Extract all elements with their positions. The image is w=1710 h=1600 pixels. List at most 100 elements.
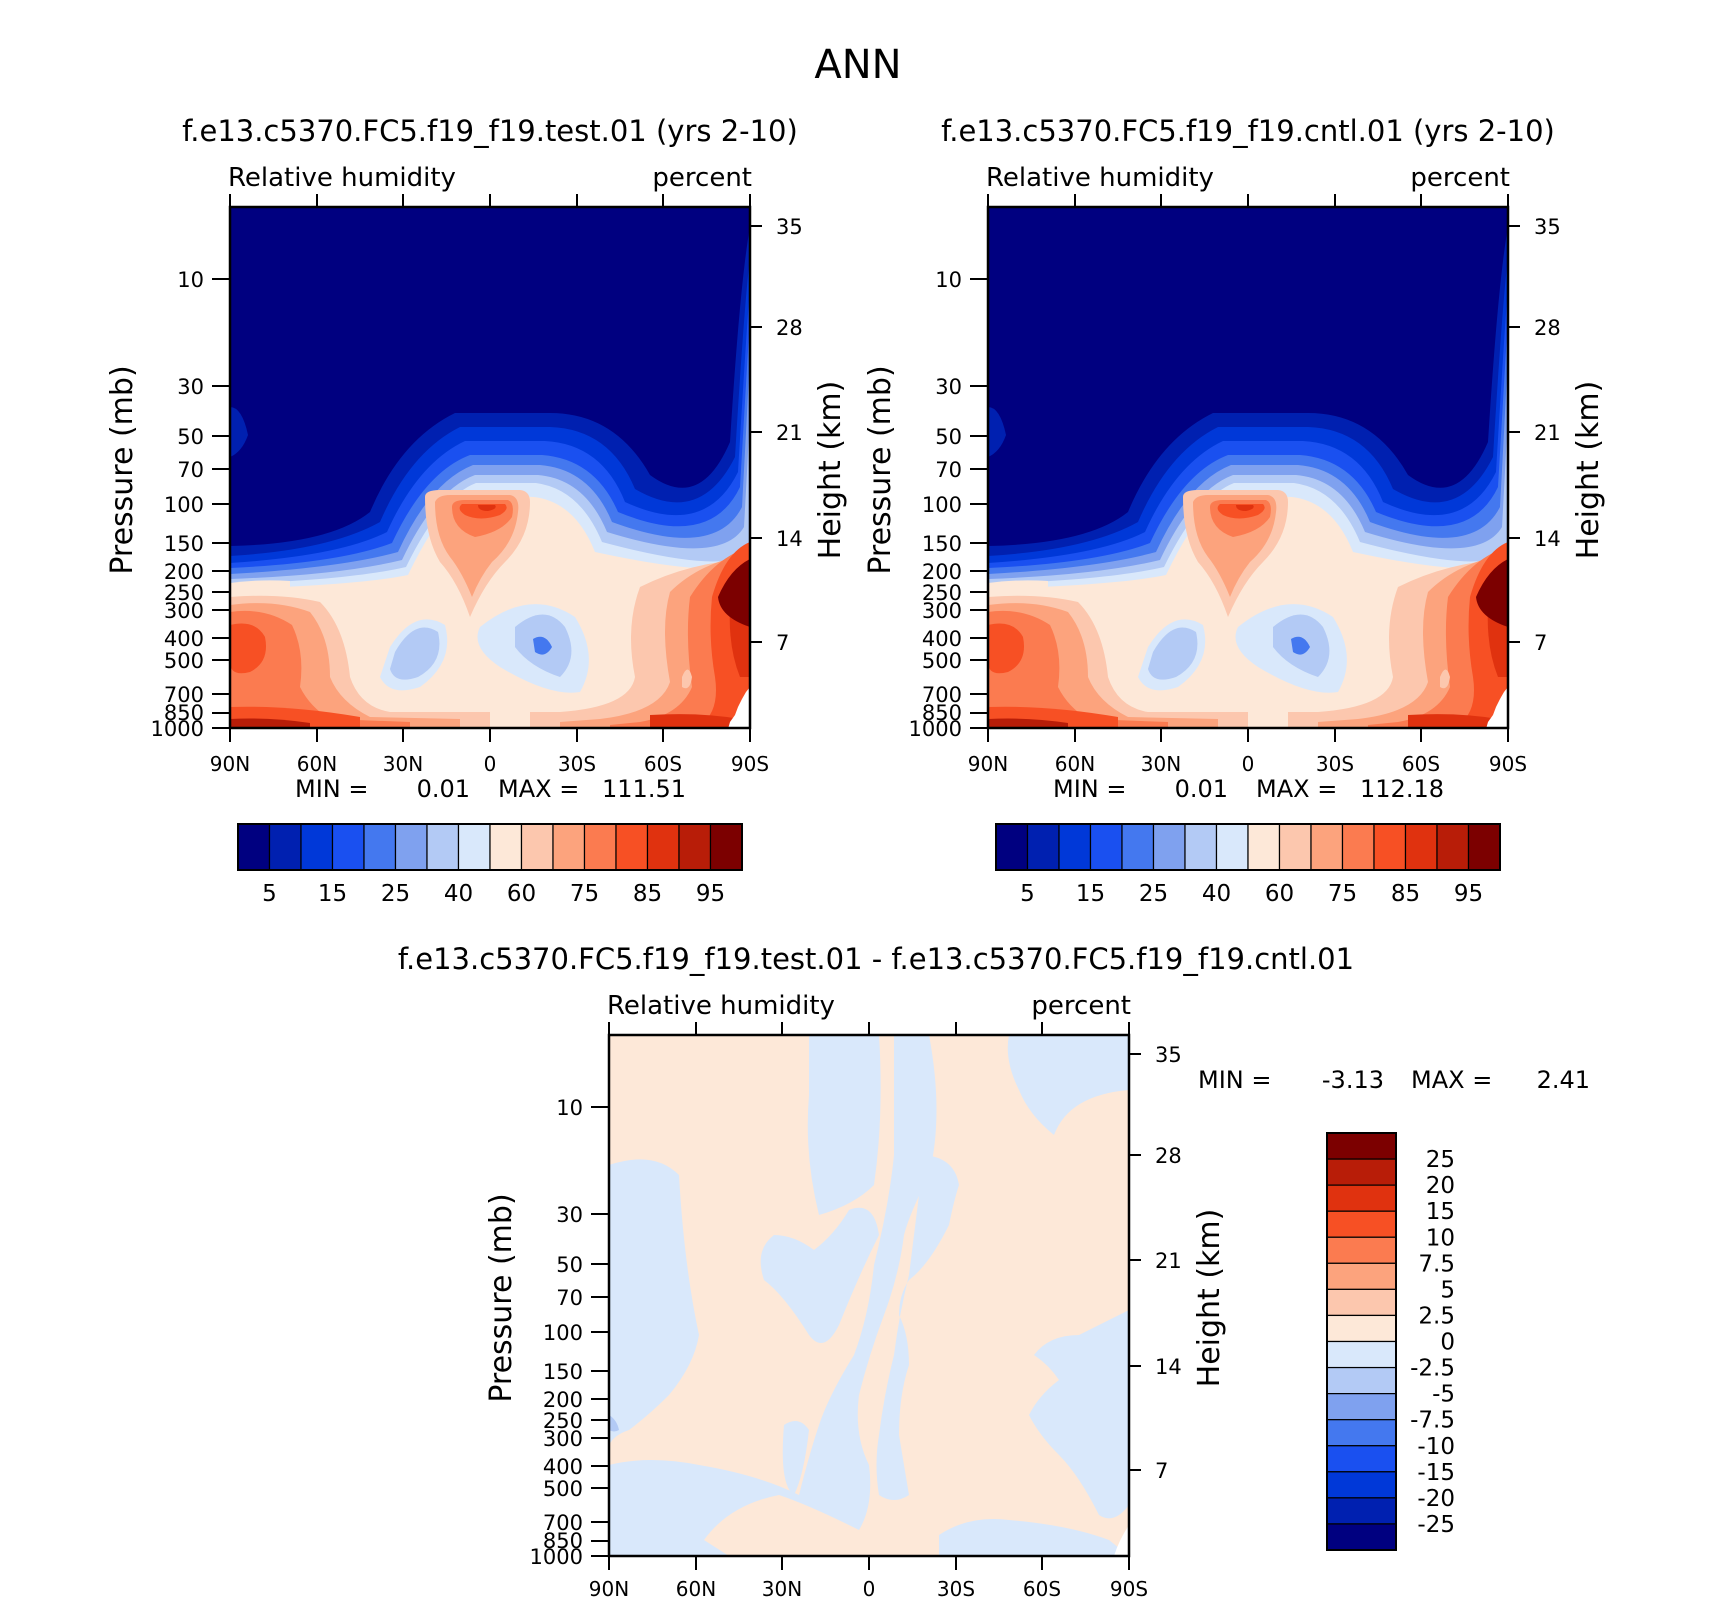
colorbar-label: 60 — [507, 881, 536, 907]
colorbar-swatch — [709, 823, 743, 871]
y-tick-label: 200 — [164, 560, 204, 584]
colorbar-swatch — [1341, 823, 1375, 871]
colorbar-swatch — [1326, 1445, 1397, 1473]
colorbar-label: 5 — [1440, 1277, 1455, 1303]
colorbar-label: -25 — [1417, 1512, 1455, 1538]
colorbar-label: 7.5 — [1418, 1251, 1455, 1277]
y-tick-label: 250 — [922, 581, 962, 605]
colorbar-label: 75 — [1328, 881, 1357, 907]
colorbar-swatch — [1326, 1393, 1397, 1421]
colorbar-label: 60 — [1265, 881, 1294, 907]
y-tick-label: 50 — [935, 425, 962, 449]
colorbar-swatch — [268, 823, 302, 871]
max-value-test: 111.51 — [602, 775, 686, 803]
y-tick-label: 300 — [543, 1427, 583, 1451]
colorbar-test: 5 15 25 40 60 75 85 95 — [237, 823, 743, 907]
y-tick-label: 100 — [164, 493, 204, 517]
contour-field-cntl — [988, 207, 1508, 728]
max-label-cntl: MAX = — [1256, 775, 1337, 803]
variable-label-test: Relative humidity — [228, 163, 456, 193]
colorbar-swatch — [1436, 823, 1470, 871]
colorbar-label: 15 — [1076, 881, 1105, 907]
right-axis-cntl: 35 28 21 14 7 Height (km) — [1508, 215, 1606, 655]
colorbar-swatch — [1326, 1314, 1397, 1343]
colorbar-swatch — [1326, 1419, 1397, 1447]
max-value-cntl: 112.18 — [1360, 775, 1444, 803]
colorbar-label: -2.5 — [1410, 1356, 1455, 1382]
colorbar-label: -5 — [1432, 1382, 1455, 1408]
x-axis-cntl: 90N 60N 30N 0 30S 60S 90S — [968, 194, 1527, 776]
colorbar-label: -20 — [1417, 1486, 1455, 1512]
y-tick-label: 1000 — [530, 1545, 583, 1569]
colorbar-swatch — [646, 823, 680, 871]
colorbar-label: 40 — [444, 881, 473, 907]
x-tick-label: 90S — [1489, 752, 1527, 776]
colorbar-frame — [995, 823, 1501, 871]
panel-cntl: f.e13.c5370.FC5.f19_f19.cntl.01 (yrs 2-1… — [863, 114, 1606, 907]
y-tick-label: 150 — [922, 532, 962, 556]
y2-tick-label: 28 — [1534, 316, 1561, 340]
colorbar-swatch — [1373, 823, 1407, 871]
y-tick-label: 70 — [177, 458, 204, 482]
colorbar-frame — [237, 823, 743, 871]
left-axis-cntl: 10 30 50 70 100 150 200 250 300 400 500 … — [863, 268, 988, 741]
x-tick-label: 0 — [1242, 752, 1255, 776]
colorbar-label: 95 — [1454, 881, 1483, 907]
colorbar-swatch — [1326, 1523, 1397, 1551]
x-tick-label: 60S — [1023, 1577, 1061, 1600]
colorbar-swatch — [583, 823, 617, 871]
x-tick-label: 30S — [558, 752, 596, 776]
y2-tick-label: 21 — [1534, 421, 1561, 445]
y-tick-label: 50 — [556, 1253, 583, 1277]
x-tick-label: 30S — [937, 1577, 975, 1600]
x-axis-diff: 90N 60N 30N 0 30S 60S 90S — [589, 1022, 1148, 1600]
y-tick-label: 1000 — [909, 717, 962, 741]
min-label-cntl: MIN = — [1053, 775, 1126, 803]
variable-label-cntl: Relative humidity — [986, 163, 1214, 193]
colorbar-swatch — [363, 823, 397, 871]
y2-tick-label: 35 — [776, 215, 803, 239]
x-tick-label: 30N — [762, 1577, 802, 1600]
colorbar-swatch — [1026, 823, 1060, 871]
colorbar-frame — [1326, 1132, 1397, 1551]
x-tick-label: 90S — [1110, 1577, 1148, 1600]
colorbar-swatch — [394, 823, 428, 871]
x-tick-label: 30N — [1141, 752, 1181, 776]
y-tick-label: 1000 — [151, 717, 204, 741]
y-tick-label: 50 — [177, 425, 204, 449]
x-tick-label: 30N — [383, 752, 423, 776]
y-tick-label: 10 — [935, 268, 962, 292]
min-value-diff: -3.13 — [1322, 1066, 1384, 1094]
y-tick-label: 250 — [543, 1409, 583, 1433]
y-axis-label: Pressure (mb) — [484, 1193, 519, 1402]
colorbar-swatch — [1467, 823, 1501, 871]
right-axis-test: 35 28 21 14 7 Height (km) — [750, 215, 848, 655]
colorbar-label: 95 — [696, 881, 725, 907]
y2-tick-label: 14 — [776, 527, 803, 551]
y2-tick-label: 28 — [776, 316, 803, 340]
colorbar-swatch — [1215, 823, 1249, 871]
units-label-cntl: percent — [1410, 163, 1510, 193]
colorbar-swatch — [1326, 1497, 1397, 1525]
colorbar-label: -7.5 — [1410, 1408, 1455, 1434]
left-axis-diff: 10 30 50 70 100 150 200 250 300 400 500 … — [484, 1096, 609, 1569]
y2-tick-label: 35 — [1534, 215, 1561, 239]
colorbar-swatch — [1310, 823, 1344, 871]
y-tick-label: 100 — [922, 493, 962, 517]
colorbar-swatch — [1184, 823, 1218, 871]
y-tick-label: 30 — [935, 375, 962, 399]
units-label-diff: percent — [1031, 991, 1131, 1021]
colorbar-label: 40 — [1202, 881, 1231, 907]
colorbar-swatch — [331, 823, 365, 871]
y-tick-label: 300 — [922, 599, 962, 623]
y-tick-label: 500 — [922, 649, 962, 673]
y-tick-label: 500 — [543, 1477, 583, 1501]
colorbar-swatch — [1326, 1288, 1397, 1317]
y2-tick-label: 7 — [1155, 1459, 1168, 1483]
colorbar-label: 25 — [1139, 881, 1168, 907]
colorbar-swatch — [1326, 1236, 1397, 1264]
colorbar-label: 85 — [1391, 881, 1420, 907]
right-axis-diff: 35 28 21 14 7 Height (km) — [1129, 1043, 1227, 1483]
x-tick-label: 90S — [731, 752, 769, 776]
x-tick-label: 60N — [1055, 752, 1095, 776]
